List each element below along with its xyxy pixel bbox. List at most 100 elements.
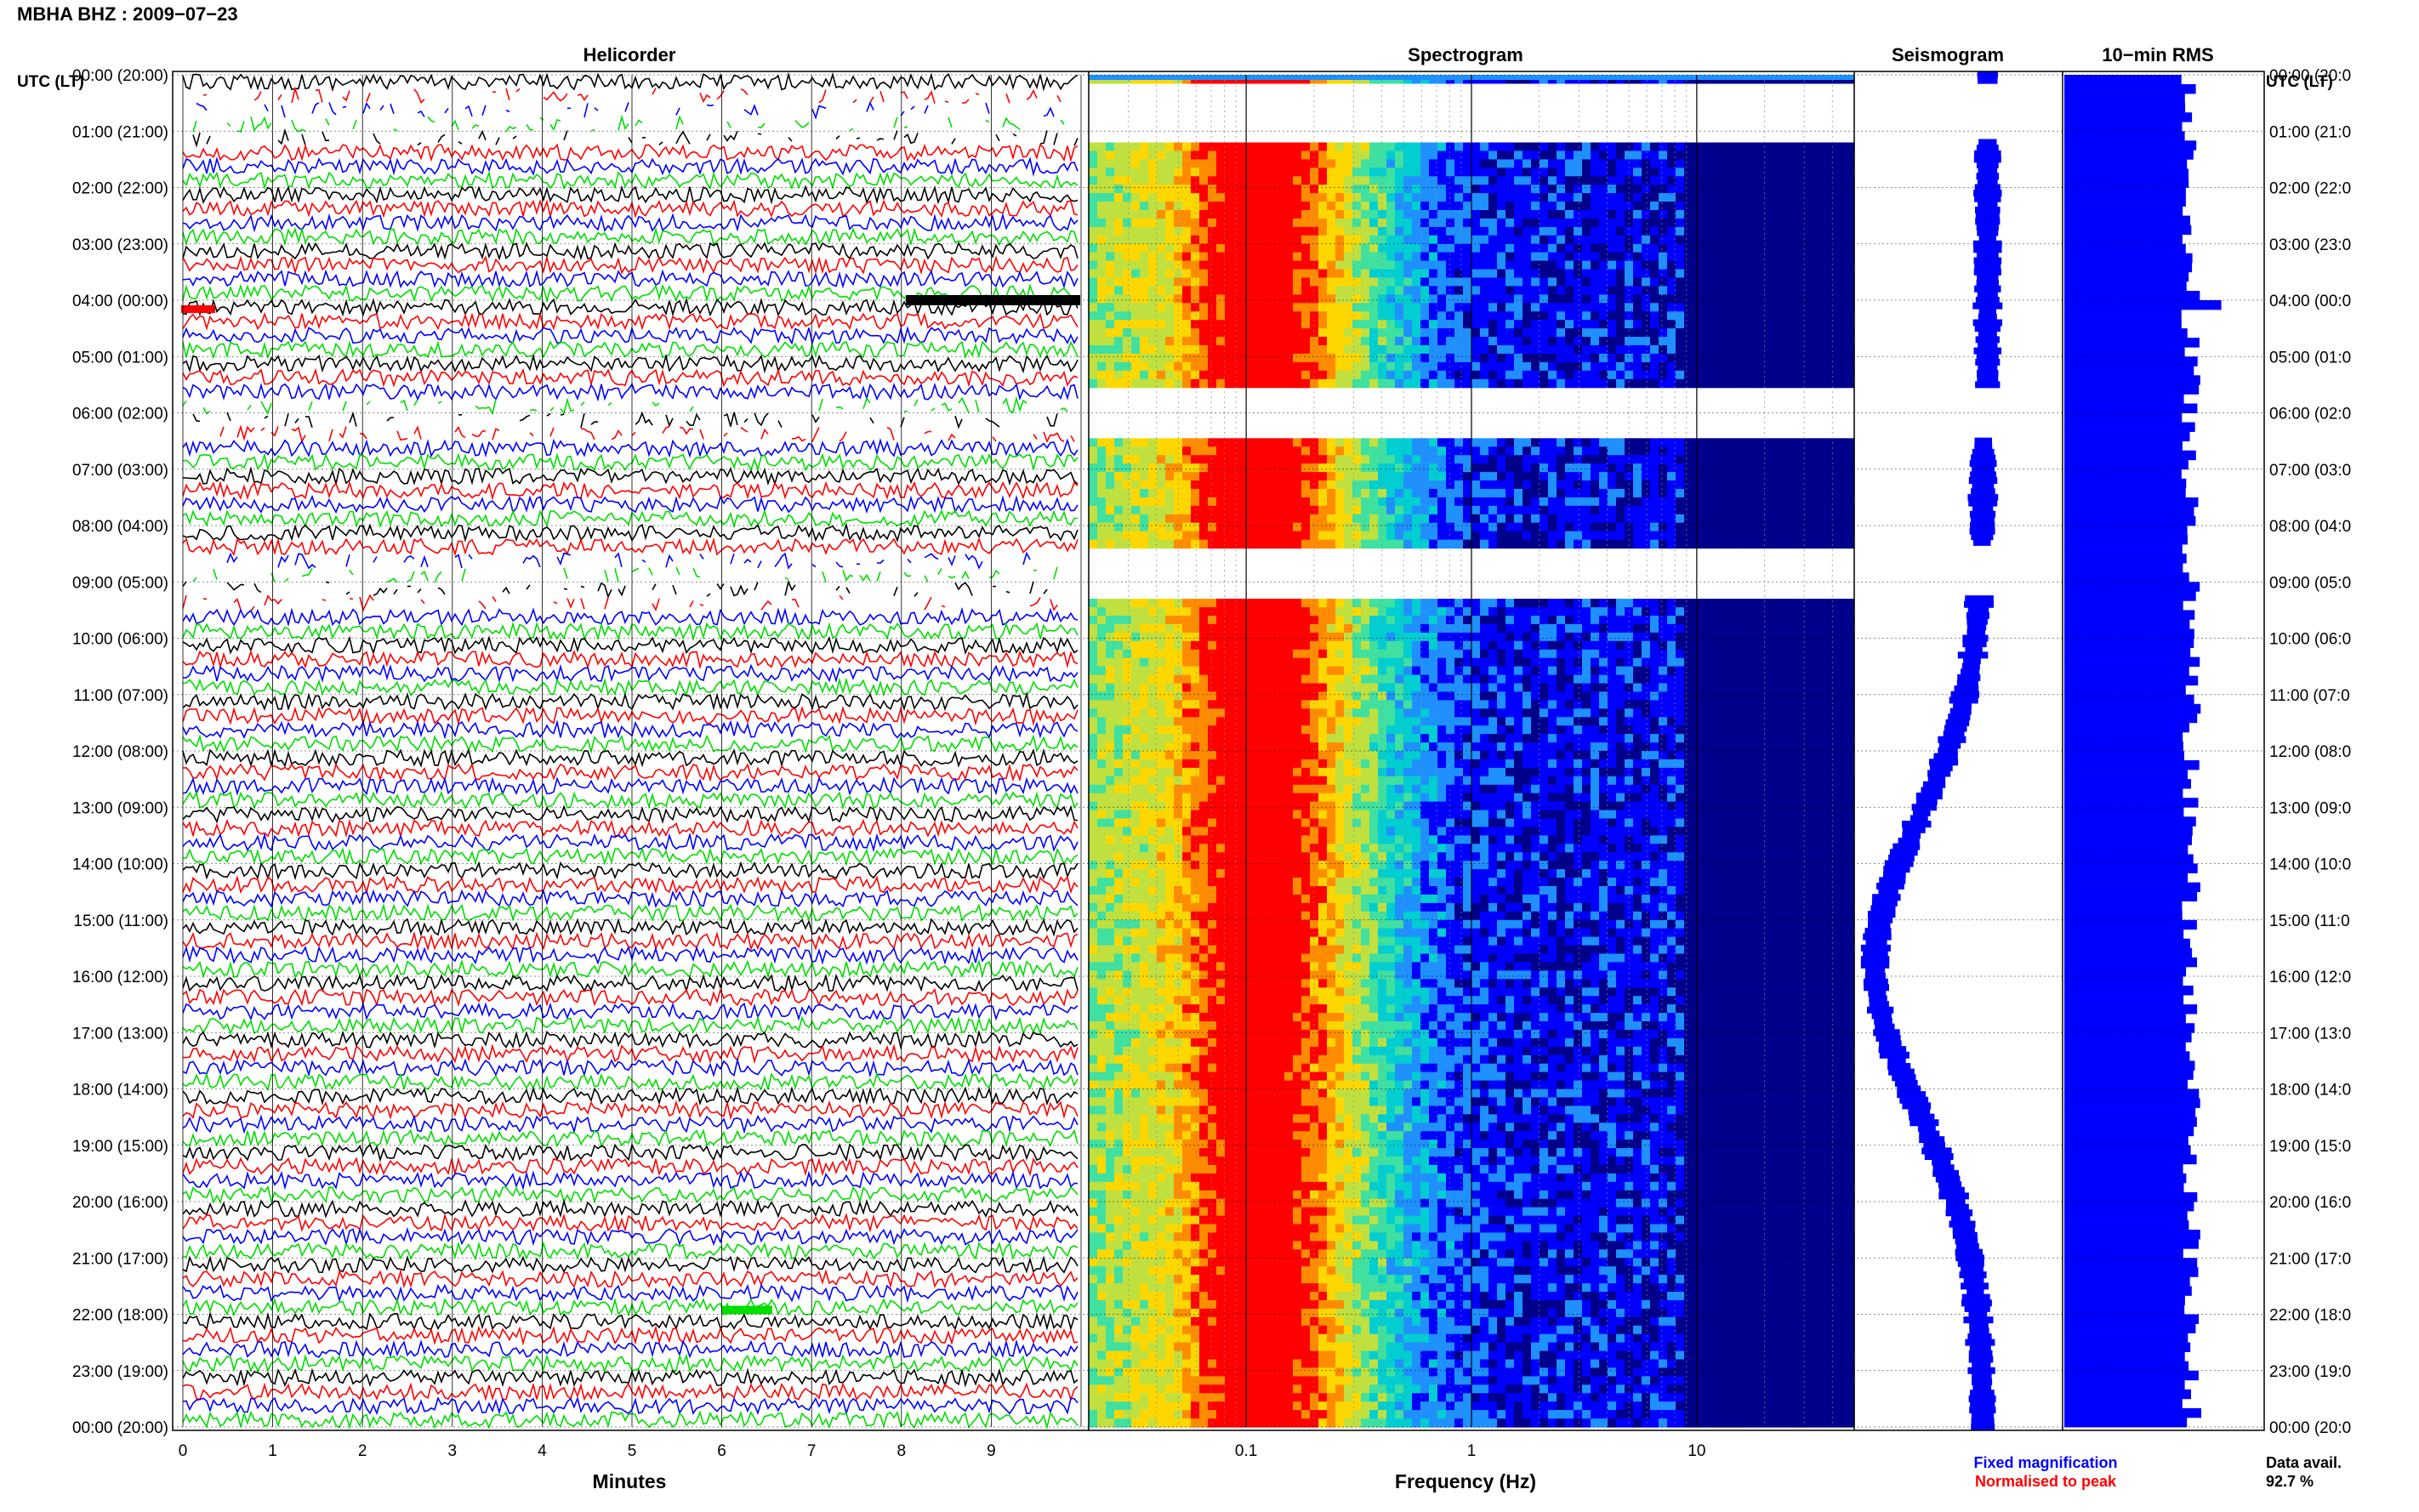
spectrogram-cell [1778,455,1787,464]
spectrogram-cell [1633,294,1642,304]
spectrogram-cell [1233,226,1243,236]
spectrogram-cell [1165,472,1175,481]
spectrogram-cell [1820,607,1830,617]
spectrogram-cell [1829,337,1838,346]
spectrogram-cell [1420,463,1430,473]
spectrogram-cell [1216,226,1226,236]
spectrogram-cell [1335,446,1345,456]
spectrogram-cell [1182,159,1192,168]
spectrogram-cell [1667,472,1676,481]
spectrogram-cell [1829,328,1838,338]
spectrogram-cell [1514,370,1523,380]
spectrogram-cell [1752,488,1762,498]
spectrogram-cell [1752,311,1762,321]
spectrogram-cell [1531,337,1540,346]
spectrogram-cell [1591,497,1600,507]
spectrogram-cell [1684,320,1693,329]
helicorder-trace [182,283,1079,304]
spectrogram-cell [1191,159,1200,168]
spectrogram-cell [1727,361,1736,372]
spectrogram-cell [1250,226,1260,236]
spectrogram-cell [1233,218,1243,228]
spectrogram-cell [1786,286,1796,295]
spectrogram-cell [1599,649,1608,659]
spectrogram-cell [1114,269,1124,279]
spectrogram-cell [1803,303,1813,312]
spectrogram-cell [1837,361,1847,372]
spectrogram-cell [1616,370,1625,380]
spectrogram-cell [1454,277,1464,287]
spectrogram-cell [1786,235,1796,245]
spectrogram-cell [1259,269,1268,279]
spectrogram-cell [1471,185,1481,194]
spectrogram-cell [1820,649,1830,659]
spectrogram-cell [1157,657,1166,668]
spectrogram-cell [1106,218,1115,228]
spectrogram-cell [1106,505,1115,515]
spectrogram-cell [1097,337,1107,346]
spectrogram-cell [1174,599,1183,608]
spectrogram-cell [1123,497,1132,507]
spectrogram-cell [1531,176,1540,185]
spectrogram-cell [1540,488,1549,498]
spectrogram-cell [1667,159,1676,168]
spectrogram-cell [1429,455,1438,464]
spectrogram-cell [1471,303,1481,312]
spectrogram-cell [1352,286,1362,295]
spectrogram-cell [1599,252,1608,262]
spectrogram-cell [1599,472,1608,481]
spectrogram-cell [1327,328,1336,338]
spectrogram-cell [1701,353,1710,363]
spectrogram-cell [1557,497,1566,507]
spectrogram-cell [1616,378,1625,389]
spectrogram-cell [1548,674,1557,685]
spectrogram-cell [1097,370,1107,380]
spectrogram-cell [1505,370,1515,380]
spectrogram-cell [1514,505,1523,515]
spectrogram-cell [1089,345,1098,355]
spectrogram-cell [1557,378,1566,389]
spectrogram-cell [1514,294,1523,304]
spectrogram-cell [1097,623,1107,634]
spectrogram-cell [1301,168,1311,177]
spectrogram-cell [1829,159,1838,168]
spectrogram-cell [1429,438,1438,447]
spectrogram-cell [1650,269,1659,279]
spectrogram-cell [1761,632,1770,642]
spectrogram-cell [1727,683,1736,692]
spectrogram-cell [1557,599,1566,608]
spectrogram-cell [1250,337,1260,346]
spectrogram-cell [1318,303,1328,312]
spectrogram-cell [1344,607,1353,617]
spectrogram-cell [1718,649,1727,659]
spectrogram-cell [1667,361,1676,372]
spectrogram-cell [1131,674,1141,685]
spectrogram-cell [1165,666,1175,676]
spectrogram-cell [1684,438,1693,447]
spectrogram-cell [1820,269,1830,279]
spectrogram-cell [1429,649,1438,659]
spectrogram-cell [1497,243,1506,253]
spectrogram-cell [1744,632,1753,642]
spectrogram-cell [1718,683,1727,692]
spectrogram-cell [1727,286,1736,295]
spectrogram-cell [1259,202,1268,211]
spectrogram-cell [1574,455,1583,464]
spectrogram-cell [1395,252,1404,262]
spectrogram-cell [1676,226,1685,236]
spectrogram-cell [1523,438,1532,447]
spectrogram-cell [1420,243,1430,253]
helicorder-trace [182,494,1079,514]
spectrogram-cell [1157,277,1166,287]
spectrogram-cell [1208,294,1217,304]
helicorder-trace [182,776,1079,796]
helicorder-trace [182,747,1079,769]
spectrogram-cell [1582,286,1591,295]
spectrogram-cell [1574,666,1583,676]
spectrogram-cell [1208,607,1217,617]
spectrogram-cell [1276,632,1285,642]
spectrogram-cell [1650,159,1659,168]
spectrogram-cell [1471,226,1481,236]
spectrogram-cell [1157,599,1166,608]
spectrogram-cell [1233,472,1243,481]
